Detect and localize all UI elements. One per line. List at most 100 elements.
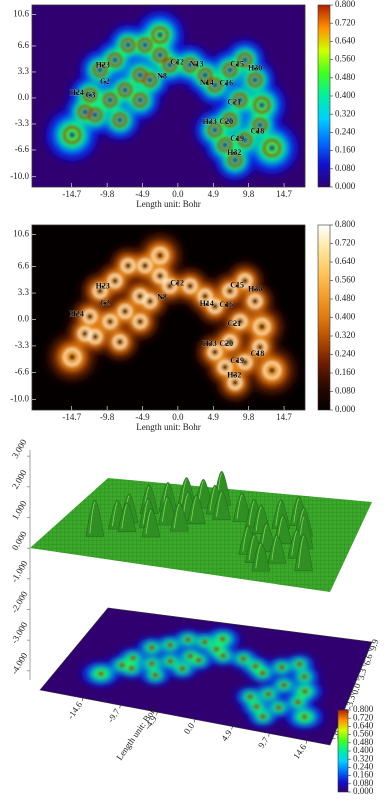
- y-tick-label: -10.0: [10, 171, 29, 181]
- z-tick-label: -2.000: [9, 589, 30, 615]
- surface-peak-highlight: [112, 501, 118, 527]
- colorbar-tick-label: 0.240: [335, 349, 356, 359]
- z-tick-label: 3.000: [10, 437, 29, 460]
- colorbar-tick-label: 0.240: [353, 761, 374, 771]
- colorbar-tick-label: 0.800: [335, 219, 356, 229]
- atom-position: [205, 81, 208, 85]
- peak-ring: [218, 360, 233, 375]
- peak-core: [242, 137, 248, 143]
- y-tick-label: -10.0: [10, 394, 29, 404]
- atom-position: [233, 323, 236, 326]
- projected-peak: [167, 643, 173, 647]
- projected-peak: [281, 683, 287, 687]
- atom-position: [160, 296, 164, 300]
- peak-ring: [107, 52, 122, 67]
- atom-label: H32: [227, 148, 241, 157]
- colorbar-tick-label: 0.080: [353, 778, 374, 788]
- atom-position: [101, 285, 104, 288]
- atom-label: H33: [203, 339, 217, 348]
- x-tick: [268, 733, 270, 737]
- projected-peak: [260, 714, 266, 719]
- atom-position: [205, 303, 208, 306]
- peak-core: [269, 367, 275, 373]
- x-tick-label: -14.7: [62, 412, 81, 422]
- atom-label: N13: [190, 60, 204, 69]
- x-tick: [305, 740, 308, 744]
- z-tick-label: -1.000: [9, 558, 30, 584]
- y-tick-label: 0.0: [18, 314, 30, 324]
- peak-ring: [151, 247, 169, 264]
- peak-ring: [248, 294, 263, 309]
- peak-ring: [92, 284, 107, 299]
- peak-core: [252, 77, 258, 83]
- atom-label: H23: [96, 281, 110, 290]
- atom-label: H24: [70, 310, 84, 319]
- colorbar-tick-label: 0.160: [335, 367, 356, 377]
- colorbar-tick-label: 0.240: [335, 126, 356, 136]
- peak-core: [87, 314, 93, 320]
- y-tick-label: -6.6: [15, 144, 30, 154]
- peak-ring: [263, 361, 281, 380]
- projected-frame: [39, 607, 373, 746]
- peak-ring: [263, 139, 281, 157]
- projected-peak: [265, 692, 271, 696]
- peak-core: [259, 324, 265, 330]
- y-tick-label: -6.6: [15, 366, 30, 376]
- atom-label: C3: [86, 90, 96, 99]
- projected-peak: [279, 665, 285, 670]
- peak-ring: [207, 78, 222, 93]
- peak-core: [112, 57, 118, 63]
- projected-peak: [187, 654, 193, 659]
- peak-ring: [153, 48, 168, 63]
- projected-peak: [202, 640, 208, 644]
- peak-ring: [233, 93, 248, 108]
- atom-position: [195, 63, 198, 67]
- colorbar: [317, 4, 331, 188]
- x-tick-label: 0.0: [182, 721, 197, 736]
- peak-core: [107, 97, 113, 103]
- peak-ring: [103, 93, 118, 108]
- peak-ring: [253, 318, 271, 335]
- colorbar-tick-label: 0.080: [335, 386, 356, 396]
- projected-peak: [253, 664, 259, 669]
- peak-ring: [92, 62, 107, 77]
- projected-peak: [220, 653, 226, 658]
- peak-ring: [138, 38, 153, 53]
- peak-ring: [248, 72, 263, 87]
- colorbar-tick-label: 0.640: [335, 35, 356, 45]
- peak-ring: [237, 52, 252, 67]
- x-tick-label: -14.7: [62, 189, 81, 199]
- peak-core: [157, 273, 163, 279]
- atom-label: C21: [227, 319, 241, 328]
- atom-position: [160, 75, 164, 78]
- atom-position: [256, 130, 259, 134]
- projected-peak: [302, 689, 308, 694]
- atom-position: [235, 359, 239, 363]
- projected-peak: [196, 658, 202, 663]
- peak-core: [92, 112, 98, 118]
- y-tick-label: 10.6: [13, 229, 29, 239]
- y-tick-label: -3.3: [15, 118, 30, 128]
- projected-peak: [149, 661, 155, 666]
- atom-label: H30: [248, 285, 262, 294]
- atom-label: C19: [230, 134, 244, 143]
- peak-core: [202, 293, 208, 299]
- x-tick-label: -9.7: [106, 706, 123, 724]
- density-peaks: [63, 26, 281, 168]
- x-tick: [231, 726, 233, 730]
- plot-frame: [31, 224, 306, 411]
- peak-core: [222, 142, 228, 148]
- projected-peak: [152, 673, 158, 677]
- peak-core: [122, 308, 128, 314]
- peak-ring: [112, 113, 127, 128]
- peak-ring: [82, 88, 97, 103]
- colorbar-tick-label: 0.800: [353, 704, 374, 714]
- colorbar-tick-label: 0.320: [335, 108, 356, 118]
- atom-position: [225, 121, 228, 124]
- z-tick-label: -3.000: [9, 620, 30, 646]
- projected-peak: [276, 705, 282, 710]
- peak-ring: [198, 289, 213, 304]
- atom-label: C2: [100, 298, 110, 307]
- peak-core: [212, 127, 218, 133]
